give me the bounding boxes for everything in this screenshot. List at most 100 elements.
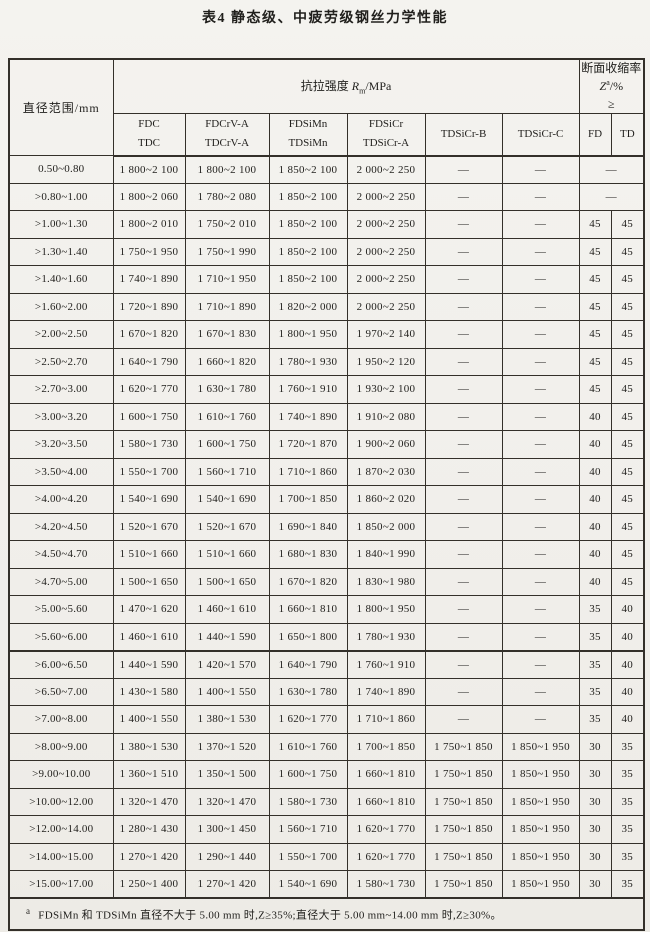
table-row: >9.00~10.00 1 360~1 510 1 350~1 500 1 600~1… — [8, 760, 645, 789]
cell-td: 45 — [610, 375, 645, 404]
cell-tensile-3: 2 000~2 250 — [346, 182, 426, 212]
cell-tensile-2: 1 610~1 760 — [268, 732, 348, 762]
cell-tensile-5: 1 850~1 950 — [501, 732, 580, 762]
cell-td: 35 — [610, 870, 645, 899]
cell-diameter-range: >14.00~15.00 — [8, 842, 114, 872]
cell-tensile-0: 1 580~1 730 — [112, 430, 186, 459]
cell-tensile-1: 1 600~1 750 — [184, 430, 270, 459]
table-row: >4.70~5.00 1 500~1 650 1 500~1 650 1 670~1 … — [8, 567, 645, 597]
cell-tensile-5: 1 850~1 950 — [501, 760, 580, 789]
cell-fd: 30 — [578, 760, 612, 789]
cell-tensile-4: — — [424, 595, 503, 624]
cell-tensile-2: 1 600~1 750 — [268, 760, 348, 789]
cell-diameter-range: >8.00~9.00 — [8, 732, 114, 762]
cell-tensile-4: — — [424, 182, 503, 212]
cell-fd: 45 — [578, 292, 612, 322]
cell-tensile-4: — — [424, 705, 503, 734]
table-row: >8.00~9.00 1 380~1 530 1 370~1 520 1 610~1 … — [8, 732, 645, 762]
cell-tensile-4: — — [424, 210, 503, 239]
cell-td: 35 — [610, 842, 645, 872]
cell-tensile-2: 1 850~2 100 — [268, 210, 348, 239]
cell-tensile-2: 1 560~1 710 — [268, 815, 348, 844]
cell-tensile-3: 1 660~1 810 — [346, 760, 426, 789]
cell-tensile-3: 2 000~2 250 — [346, 210, 426, 239]
cell-tensile-0: 1 550~1 700 — [112, 457, 186, 487]
cell-fd: 30 — [578, 732, 612, 762]
cell-tensile-5: — — [501, 237, 580, 267]
cell-diameter-range: >7.00~8.00 — [8, 705, 114, 734]
table-row: >1.30~1.40 1 750~1 950 1 750~1 990 1 850~2 … — [8, 237, 645, 267]
cell-tensile-0: 1 250~1 400 — [112, 870, 186, 899]
cell-tensile-1: 1 300~1 450 — [184, 815, 270, 844]
reduction-label: 断面收缩率 — [581, 61, 642, 75]
cell-tensile-3: 1 620~1 770 — [346, 815, 426, 844]
cell-tensile-2: 1 850~2 100 — [268, 237, 348, 267]
footnote-text: FDSiMn 和 TDSiMn 直径不大于 5.00 mm 时,Z≥35%;直径… — [38, 909, 502, 922]
cell-diameter-range: >15.00~17.00 — [8, 870, 114, 899]
cell-tensile-1: 1 710~1 890 — [184, 292, 270, 322]
cell-tensile-2: 1 780~1 930 — [268, 347, 348, 377]
cell-tensile-4: — — [424, 320, 503, 349]
cell-tensile-1: 1 610~1 760 — [184, 402, 270, 432]
cell-diameter-range: >4.70~5.00 — [8, 567, 114, 597]
cell-tensile-5: — — [501, 485, 580, 514]
cell-fd: 45 — [578, 375, 612, 404]
cell-tensile-1: 1 750~1 990 — [184, 237, 270, 267]
cell-tensile-2: 1 710~1 860 — [268, 457, 348, 487]
cell-td: 35 — [610, 787, 645, 817]
cell-tensile-5: — — [501, 622, 580, 652]
cell-tensile-3: 2 000~2 250 — [346, 292, 426, 322]
cell-diameter-range: >6.50~7.00 — [8, 677, 114, 707]
cell-fd: 40 — [578, 402, 612, 432]
cell-tensile-1: 1 460~1 610 — [184, 595, 270, 624]
cell-tensile-2: 1 720~1 870 — [268, 430, 348, 459]
cell-tensile-3: 1 780~1 930 — [346, 622, 426, 652]
cell-tensile-2: 1 580~1 730 — [268, 787, 348, 817]
cell-diameter-range: >3.20~3.50 — [8, 430, 114, 459]
cell-tensile-2: 1 660~1 810 — [268, 595, 348, 624]
cell-tensile-0: 1 430~1 580 — [112, 677, 186, 707]
cell-fd: 40 — [578, 457, 612, 487]
cell-tensile-5: — — [501, 457, 580, 487]
cell-tensile-4: — — [424, 292, 503, 322]
cell-tensile-1: 1 540~1 690 — [184, 485, 270, 514]
cell-fd: 45 — [578, 320, 612, 349]
tensile-label: 抗拉强度 — [300, 79, 352, 94]
cell-diameter-range: >1.30~1.40 — [8, 237, 114, 267]
cell-tensile-0: 1 380~1 530 — [112, 732, 186, 762]
cell-diameter-range: >4.50~4.70 — [8, 540, 114, 569]
cell-diameter-range: >1.60~2.00 — [8, 292, 114, 322]
header-reduction-of-area: 断面收缩率 Za/% ≥ — [578, 58, 645, 115]
cell-tensile-5: — — [501, 540, 580, 569]
cell-tensile-0: 1 440~1 590 — [112, 650, 186, 679]
cell-tensile-1: 1 670~1 830 — [184, 320, 270, 349]
cell-fd: 35 — [578, 650, 612, 679]
reduction-gte-sign: ≥ — [608, 96, 615, 111]
cell-td: 45 — [610, 265, 645, 294]
subheader-grade-4: TDSiCr-B — [424, 113, 503, 157]
cell-tensile-0: 1 460~1 610 — [112, 622, 186, 652]
cell-tensile-5: — — [501, 182, 580, 212]
cell-td: 40 — [610, 622, 645, 652]
cell-fd: 30 — [578, 870, 612, 899]
cell-tensile-1: 1 560~1 710 — [184, 457, 270, 487]
cell-tensile-3: 2 000~2 250 — [346, 265, 426, 294]
cell-tensile-2: 1 850~2 100 — [268, 265, 348, 294]
cell-tensile-0: 1 750~1 950 — [112, 237, 186, 267]
cell-td: 45 — [610, 485, 645, 514]
cell-tensile-5: 1 850~1 950 — [501, 870, 580, 899]
cell-tensile-3: 1 870~2 030 — [346, 457, 426, 487]
cell-tensile-2: 1 760~1 910 — [268, 375, 348, 404]
table-row: >10.00~12.00 1 320~1 470 1 320~1 470 1 580~… — [8, 787, 645, 817]
cell-tensile-3: 1 950~2 120 — [346, 347, 426, 377]
cell-tensile-2: 1 670~1 820 — [268, 567, 348, 597]
cell-td: 40 — [610, 650, 645, 679]
tensile-symbol: R — [351, 79, 360, 94]
cell-tensile-0: 1 280~1 430 — [112, 815, 186, 844]
cell-tensile-0: 1 360~1 510 — [112, 760, 186, 789]
cell-tensile-3: 2 000~2 250 — [346, 237, 426, 267]
cell-tensile-0: 1 600~1 750 — [112, 402, 186, 432]
cell-diameter-range: >2.00~2.50 — [8, 320, 114, 349]
table-row: >3.20~3.50 1 580~1 730 1 600~1 750 1 720~1 … — [8, 430, 645, 459]
cell-fd: 40 — [578, 567, 612, 597]
